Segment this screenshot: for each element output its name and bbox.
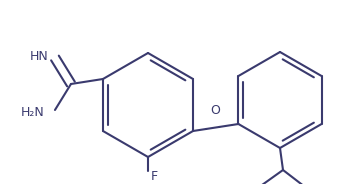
Text: O: O: [210, 105, 220, 117]
Text: HN: HN: [30, 49, 48, 63]
Text: F: F: [151, 171, 158, 183]
Text: H₂N: H₂N: [21, 105, 45, 118]
